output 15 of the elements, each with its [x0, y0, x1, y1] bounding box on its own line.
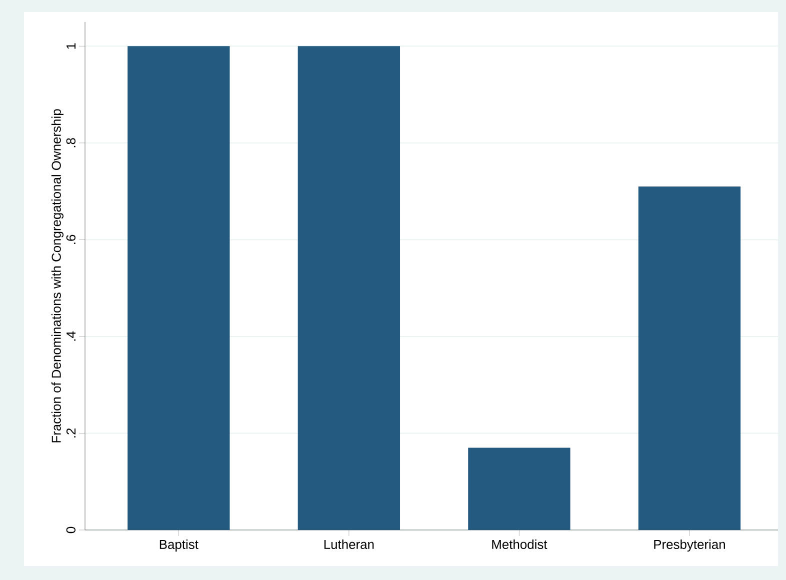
- y-axis-title: Fraction of Denominations with Congregational Ownership: [51, 109, 64, 442]
- bar: [128, 46, 230, 530]
- y-tick-label: .4: [66, 331, 76, 341]
- bar: [468, 448, 570, 530]
- bar: [298, 46, 400, 530]
- y-tick-label: .8: [66, 138, 76, 148]
- y-tick-label: .2: [66, 428, 76, 438]
- bar: [638, 186, 741, 530]
- x-tick-label: Methodist: [492, 540, 548, 550]
- y-tick-label: 1: [66, 43, 76, 49]
- x-tick-label: Baptist: [160, 540, 198, 552]
- y-tick-label: 0: [66, 526, 76, 534]
- y-tick-label: .6: [66, 234, 76, 244]
- x-tick-label: Presbyterian: [654, 540, 725, 552]
- x-tick-label: Lutheran: [324, 540, 374, 550]
